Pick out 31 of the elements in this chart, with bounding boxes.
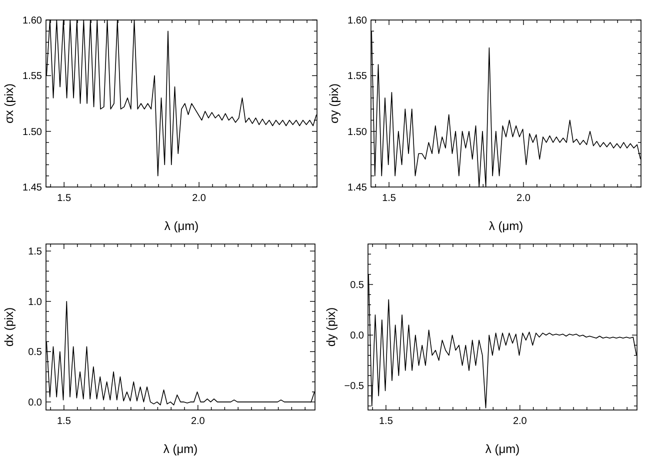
y-axis-title: σy (pix) bbox=[327, 83, 341, 124]
y-axis-title: dy (pix) bbox=[324, 307, 338, 347]
x-axis-title: λ (μm) bbox=[163, 442, 198, 456]
y-tick-label: 1.55 bbox=[22, 71, 42, 82]
y-tick-label: 1.0 bbox=[28, 296, 42, 308]
y-tick-label: 0.5 bbox=[350, 280, 364, 291]
x-axis-title: λ (μm) bbox=[488, 219, 524, 233]
x-tick-label: 1.5 bbox=[382, 193, 396, 204]
y-tick-label: 1.50 bbox=[22, 126, 42, 138]
y-tick-label: 0.0 bbox=[350, 330, 364, 342]
y-tick-label: 0.5 bbox=[28, 347, 42, 358]
x-tick-label: 1.5 bbox=[57, 193, 72, 204]
x-tick-label: 2.0 bbox=[192, 193, 206, 204]
x-axis-title: λ (μm) bbox=[164, 219, 199, 233]
y-tick-label: 1.55 bbox=[348, 71, 368, 82]
y-tick-label: 1.50 bbox=[348, 126, 368, 138]
y-tick-label: 1.45 bbox=[348, 182, 368, 194]
y-tick-label: 1.60 bbox=[348, 16, 368, 26]
y-tick-label: 1.60 bbox=[22, 16, 42, 26]
y-axis-title: σx (pix) bbox=[2, 83, 16, 124]
y-tick-label: 0.0 bbox=[28, 397, 42, 408]
x-tick-label: 1.5 bbox=[379, 416, 394, 427]
x-tick-label: 2.0 bbox=[190, 416, 206, 427]
y-tick-label: 1.5 bbox=[28, 246, 42, 258]
y-tick-label: −0.5 bbox=[344, 381, 364, 392]
y-tick-label: 1.45 bbox=[22, 182, 42, 194]
x-tick-label: 2.0 bbox=[512, 416, 528, 427]
x-tick-label: 1.5 bbox=[57, 416, 72, 427]
x-axis-title: λ (μm) bbox=[485, 442, 520, 456]
y-axis-title: dx (pix) bbox=[2, 307, 16, 347]
x-tick-label: 2.0 bbox=[516, 193, 531, 204]
